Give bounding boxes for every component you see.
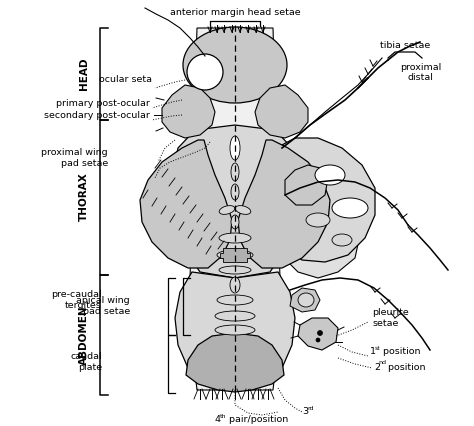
Ellipse shape xyxy=(217,250,253,260)
Polygon shape xyxy=(290,288,320,312)
Circle shape xyxy=(187,54,223,90)
Text: nd: nd xyxy=(379,360,386,366)
Text: ocular seta: ocular seta xyxy=(99,75,152,84)
Ellipse shape xyxy=(231,215,239,229)
Polygon shape xyxy=(172,125,298,278)
Text: distal: distal xyxy=(408,74,434,83)
Circle shape xyxy=(316,338,320,342)
Polygon shape xyxy=(175,272,295,388)
Polygon shape xyxy=(238,140,330,268)
Polygon shape xyxy=(140,140,232,268)
Ellipse shape xyxy=(332,234,352,246)
Polygon shape xyxy=(298,318,338,350)
Polygon shape xyxy=(189,28,281,390)
Polygon shape xyxy=(220,248,250,262)
Ellipse shape xyxy=(215,325,255,335)
Ellipse shape xyxy=(298,293,314,307)
Text: th: th xyxy=(220,414,227,418)
Ellipse shape xyxy=(230,277,240,293)
Text: HEAD: HEAD xyxy=(79,58,89,90)
Ellipse shape xyxy=(217,295,253,305)
Text: ABDOMEN: ABDOMEN xyxy=(79,305,89,365)
Ellipse shape xyxy=(332,198,368,218)
Ellipse shape xyxy=(231,184,239,200)
Ellipse shape xyxy=(215,311,255,321)
Ellipse shape xyxy=(230,136,240,160)
Polygon shape xyxy=(255,85,308,138)
Polygon shape xyxy=(186,333,284,392)
Circle shape xyxy=(318,331,322,336)
Text: position: position xyxy=(385,363,426,371)
Text: apical wing
pad setae: apical wing pad setae xyxy=(76,296,130,316)
Ellipse shape xyxy=(315,165,345,185)
Text: THORAX: THORAX xyxy=(79,173,89,222)
Polygon shape xyxy=(162,85,215,138)
Ellipse shape xyxy=(231,163,239,181)
Text: proximal wing
pad setae: proximal wing pad setae xyxy=(41,148,108,168)
Text: st: st xyxy=(374,345,380,351)
Ellipse shape xyxy=(183,27,287,103)
Text: anterior margin head setae: anterior margin head setae xyxy=(170,8,301,17)
Text: caudal
plate: caudal plate xyxy=(70,352,102,372)
Ellipse shape xyxy=(219,233,251,243)
Ellipse shape xyxy=(219,266,251,274)
Text: secondary post-ocular: secondary post-ocular xyxy=(44,112,150,121)
Polygon shape xyxy=(278,138,375,262)
Text: pleurite
setae: pleurite setae xyxy=(372,308,409,328)
Polygon shape xyxy=(282,205,360,278)
Ellipse shape xyxy=(235,206,251,214)
Polygon shape xyxy=(285,165,328,205)
Text: pair/position: pair/position xyxy=(226,415,288,424)
Text: proximal: proximal xyxy=(400,63,441,72)
Text: pre-caudal
tergites: pre-caudal tergites xyxy=(51,290,102,310)
Text: rd: rd xyxy=(307,406,313,411)
Text: 3: 3 xyxy=(302,408,308,417)
Ellipse shape xyxy=(219,206,235,214)
Text: 2: 2 xyxy=(374,363,380,371)
Text: position: position xyxy=(380,348,420,357)
Ellipse shape xyxy=(306,213,330,227)
Text: tibia setae: tibia setae xyxy=(380,40,430,49)
Text: primary post-ocular: primary post-ocular xyxy=(56,98,150,107)
Text: 4: 4 xyxy=(215,415,221,424)
Text: 1: 1 xyxy=(370,348,376,357)
